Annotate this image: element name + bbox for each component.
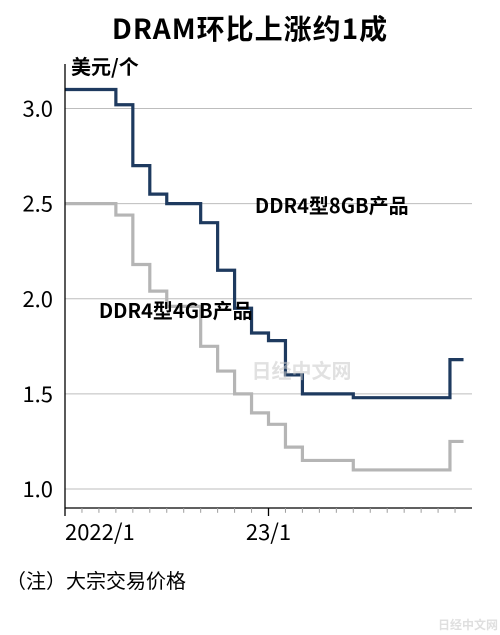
y-unit-label: 美元/个 [71, 51, 139, 80]
step-line-chart: 1.0 1.5 2.0 2.5 3.0 美元/个 DDR4型8GB产品 DDR4型4GB产品 2… [0, 50, 480, 550]
y-tick-label: 3.0 [22, 92, 53, 124]
y-tick-label: 1.0 [22, 472, 53, 504]
y-tick-label: 2.0 [22, 282, 53, 314]
series-label: DDR4型8GB产品 [255, 190, 409, 219]
x-tick-label: 23/1 [246, 515, 291, 547]
y-tick-label: 2.5 [22, 187, 53, 219]
series-label: DDR4型4GB产品 [99, 295, 253, 324]
chart-container: 1.0 1.5 2.0 2.5 3.0 美元/个 DDR4型8GB产品 DDR4型4GB产品 2… [0, 50, 500, 555]
chart-footnote: （注）大宗交易价格 [6, 565, 500, 594]
corner-watermark: 日经中文网 [438, 616, 498, 633]
y-tick-label: 1.5 [22, 377, 53, 409]
chart-title: DRAM环比上涨约1成 [0, 8, 500, 48]
x-tick-label: 2022/1 [65, 515, 135, 547]
